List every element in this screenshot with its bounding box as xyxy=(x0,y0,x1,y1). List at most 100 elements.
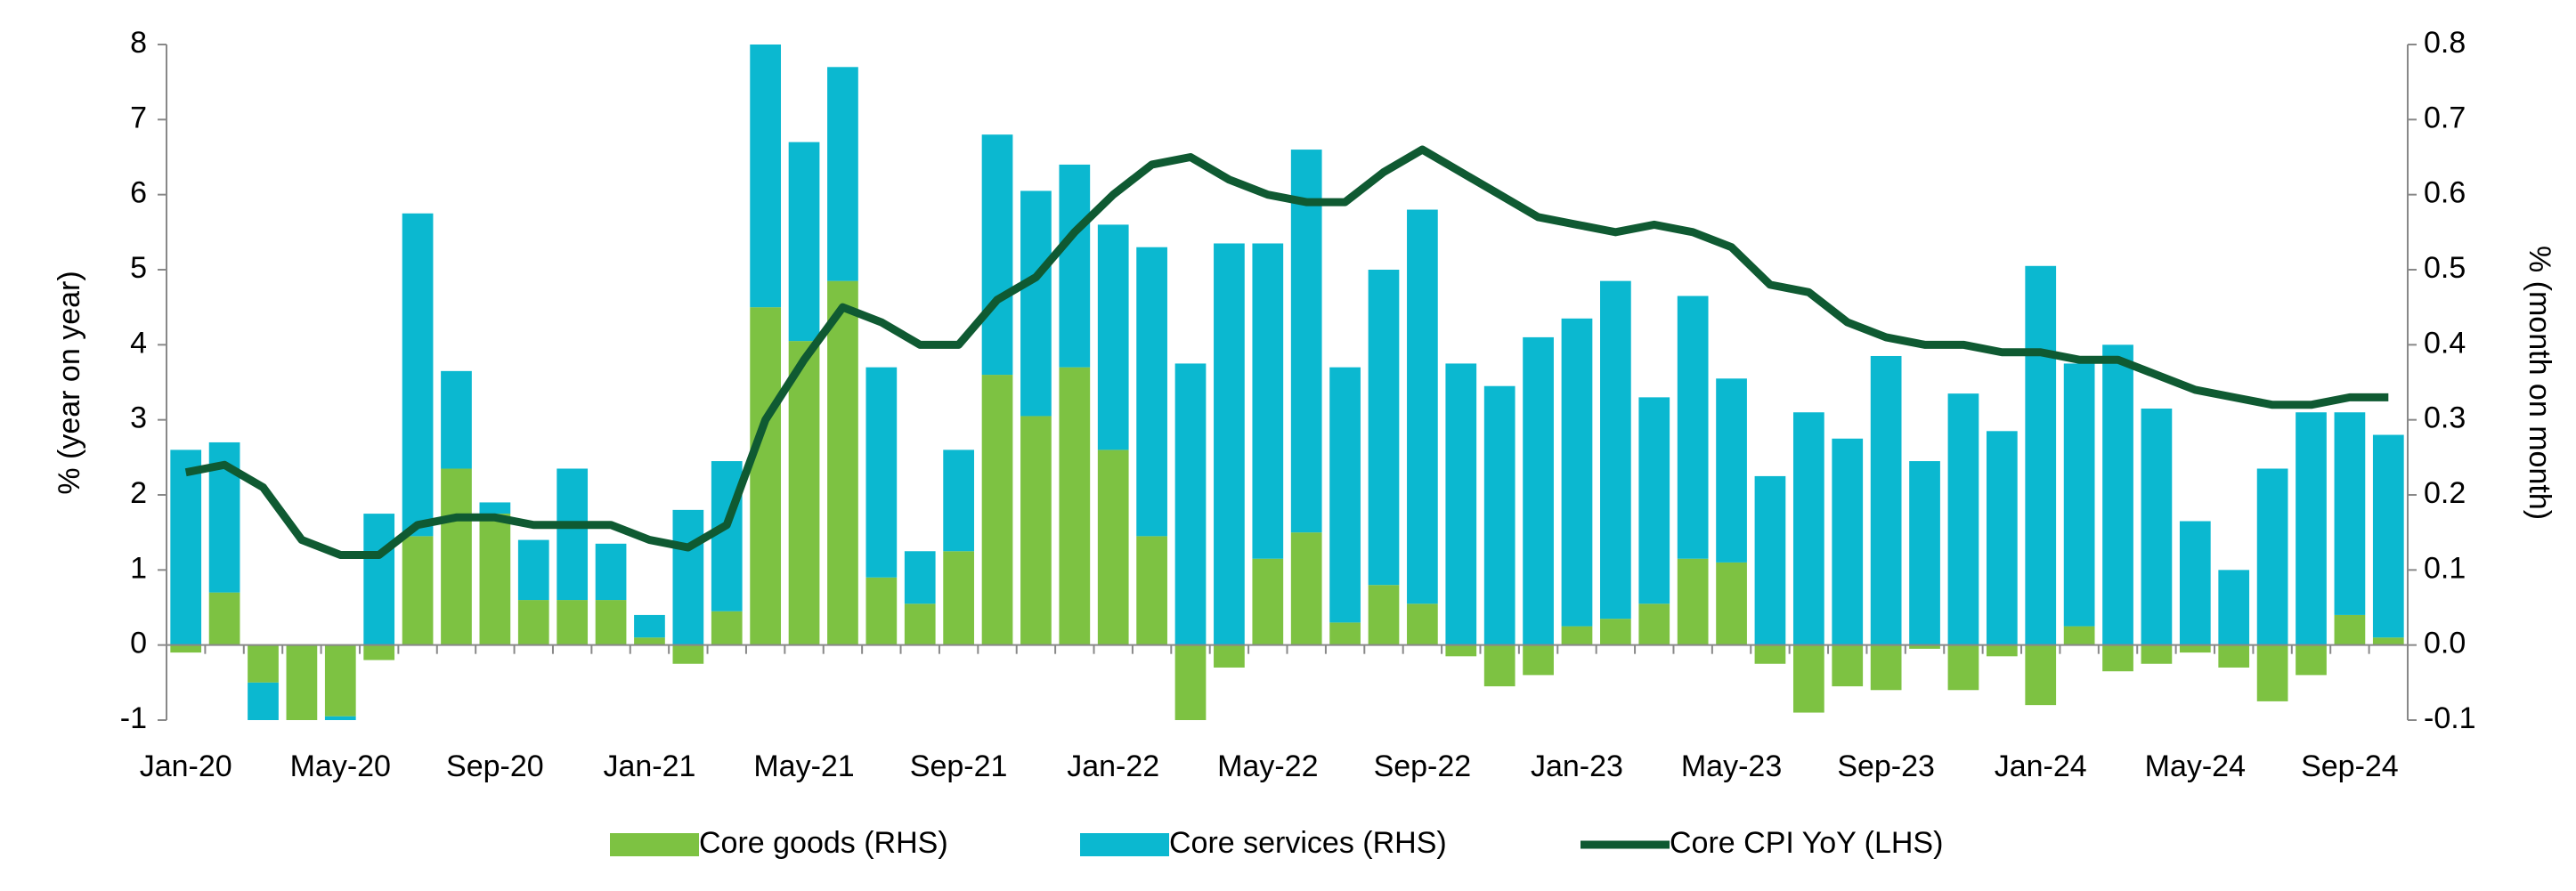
bar xyxy=(1097,450,1129,645)
bar xyxy=(1097,224,1129,450)
y2-tick-label: 0.0 xyxy=(2424,627,2466,660)
bar xyxy=(1561,626,1593,645)
bar xyxy=(1870,644,1902,691)
bar xyxy=(711,461,743,612)
x-tick-label: Sep-24 xyxy=(2301,749,2399,783)
y2-tick-label: 0.7 xyxy=(2424,101,2466,134)
bar xyxy=(1677,558,1709,645)
bar xyxy=(943,551,974,645)
x-tick-label: May-21 xyxy=(753,749,854,783)
bar xyxy=(634,637,665,645)
bar xyxy=(557,600,589,645)
bar xyxy=(827,67,858,281)
bar xyxy=(943,450,974,552)
y-tick-label: -1 xyxy=(120,701,147,735)
bar xyxy=(788,341,820,645)
bar xyxy=(711,611,743,645)
bar xyxy=(2179,521,2211,645)
bar xyxy=(402,213,434,537)
bar xyxy=(981,134,1013,376)
bar xyxy=(595,600,627,645)
bar xyxy=(2334,614,2366,645)
bar xyxy=(788,142,820,342)
bar xyxy=(1523,644,1554,676)
bar xyxy=(1174,644,1207,720)
bar xyxy=(2296,412,2327,645)
bar xyxy=(1214,644,1245,668)
bar xyxy=(208,592,240,645)
y2-tick-label: 0.1 xyxy=(2424,551,2466,585)
bar xyxy=(1832,438,1864,645)
line xyxy=(184,145,2389,559)
bar xyxy=(1020,416,1052,645)
x-tick-label: Jan-20 xyxy=(140,749,232,783)
bar xyxy=(1329,622,1361,645)
bar xyxy=(1136,536,1167,645)
y-tick-label: 5 xyxy=(130,251,147,285)
y2-tick-label: 0.4 xyxy=(2424,326,2466,360)
bar xyxy=(1059,367,1091,645)
y-tick-label: 2 xyxy=(130,476,147,510)
y2-tick-label: 0.6 xyxy=(2424,176,2466,210)
bar xyxy=(1290,150,1322,533)
bar xyxy=(1754,475,1786,645)
bar xyxy=(1523,336,1554,645)
bar xyxy=(1677,296,1709,559)
bar xyxy=(634,614,665,638)
bar xyxy=(1059,164,1091,368)
bar xyxy=(2063,626,2095,645)
x-tick-label: Jan-24 xyxy=(1995,749,2087,783)
bar xyxy=(1947,393,1979,645)
x-tick-label: Sep-20 xyxy=(446,749,544,783)
bar xyxy=(2025,265,2057,645)
bar xyxy=(1368,270,1400,586)
bar xyxy=(170,644,202,653)
y-axis-label: % (year on year) xyxy=(53,271,86,494)
bar xyxy=(1445,644,1477,657)
y2-tick-label: -0.1 xyxy=(2424,701,2476,735)
bar xyxy=(2296,644,2327,676)
bar xyxy=(1986,644,2018,657)
y2-tick-label: 0.8 xyxy=(2424,26,2466,60)
bar xyxy=(1483,385,1516,645)
y2-tick-label: 0.2 xyxy=(2424,476,2466,510)
bar xyxy=(286,644,318,720)
bar xyxy=(248,682,279,720)
y-tick-label: 1 xyxy=(130,551,147,585)
x-tick-label: May-23 xyxy=(1681,749,1782,783)
bar xyxy=(2179,644,2211,653)
bar xyxy=(672,644,704,664)
bar xyxy=(750,45,782,308)
bar xyxy=(904,603,936,645)
x-tick-label: Sep-23 xyxy=(1837,749,1935,783)
bar xyxy=(2256,644,2288,701)
x-tick-label: May-22 xyxy=(1217,749,1318,783)
x-tick-label: Sep-22 xyxy=(1374,749,1472,783)
bar xyxy=(1407,209,1438,604)
bar xyxy=(1136,247,1167,537)
legend-label: Core goods (RHS) xyxy=(699,826,948,860)
x-tick-label: Jan-23 xyxy=(1531,749,1623,783)
bar xyxy=(1909,644,1940,649)
bar xyxy=(1638,397,1670,604)
bar xyxy=(402,536,434,645)
bar xyxy=(1909,461,1940,645)
y-tick-label: 6 xyxy=(130,176,147,210)
bar xyxy=(324,716,356,720)
bar xyxy=(2256,468,2288,645)
bar xyxy=(479,502,511,514)
x-tick-label: Jan-21 xyxy=(603,749,695,783)
x-tick-label: Sep-21 xyxy=(910,749,1008,783)
x-tick-label: Jan-22 xyxy=(1067,749,1159,783)
bar xyxy=(2025,644,2057,706)
bar xyxy=(170,450,202,645)
bar xyxy=(2102,344,2133,645)
bar xyxy=(750,307,782,645)
bar xyxy=(1252,243,1284,559)
bar xyxy=(2141,644,2173,664)
bar xyxy=(2063,363,2095,627)
legend-swatch xyxy=(610,833,699,856)
bar xyxy=(2372,637,2404,645)
x-tick-label: May-20 xyxy=(290,749,391,783)
